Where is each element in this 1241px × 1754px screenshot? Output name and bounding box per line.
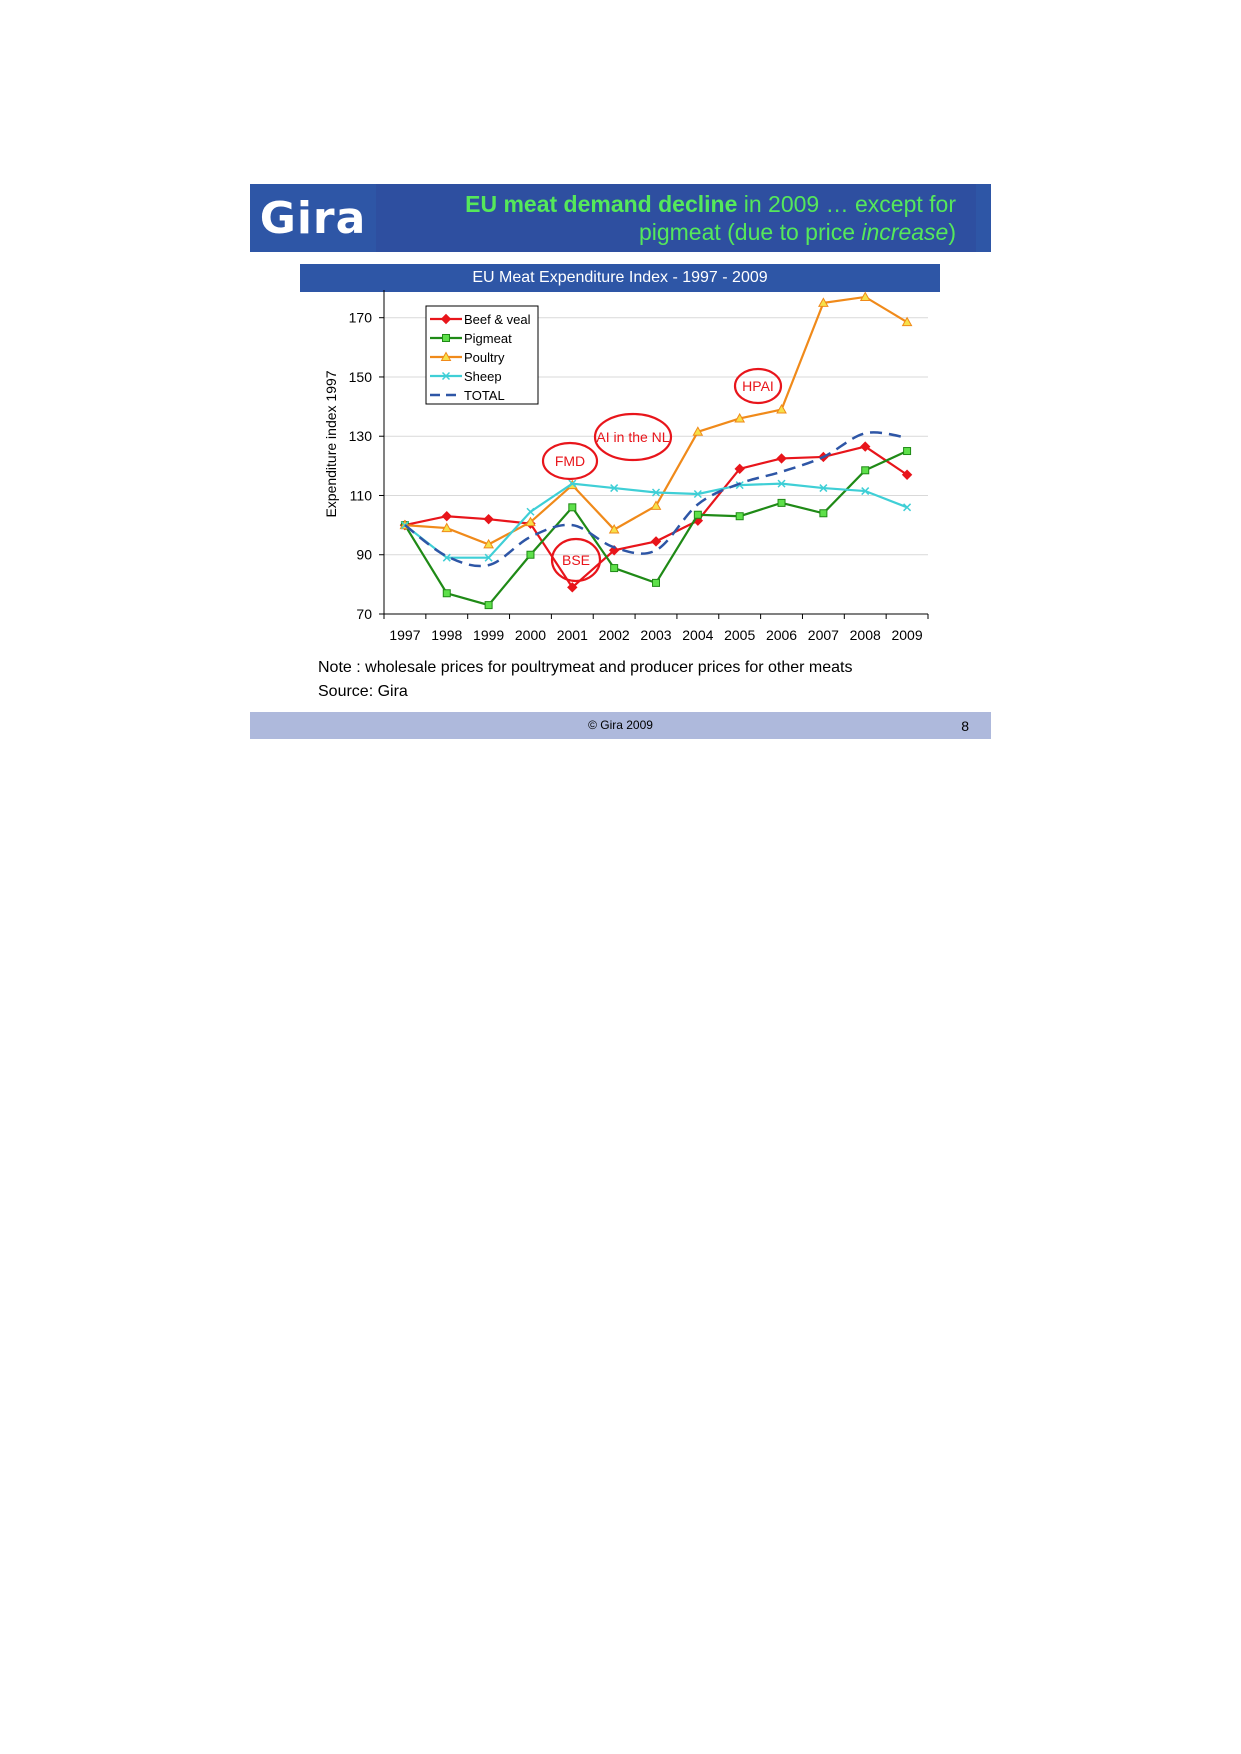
x-tick-label: 2000 (515, 627, 546, 643)
title-line2-post: ) (948, 219, 956, 245)
legend-label-total: TOTAL (464, 388, 505, 403)
y-tick-label: 110 (350, 487, 373, 503)
data-point-beef-veal (734, 463, 745, 475)
x-tick-label: 1998 (431, 627, 462, 643)
data-point-poultry (441, 522, 453, 533)
footer-copyright: © Gira 2009 (588, 718, 653, 732)
annotation-label-fmd: FMD (555, 453, 585, 469)
slide-title: EU meat demand decline in 2009 … except … (376, 184, 976, 252)
y-tick-label: 150 (349, 369, 373, 385)
chart-source: Source: Gira (318, 683, 408, 700)
data-point-sheep (735, 481, 744, 490)
chart-title: EU Meat Expenditure Index - 1997 - 2009 (300, 264, 940, 292)
x-tick-label: 2005 (724, 627, 755, 643)
x-tick-label: 2007 (808, 627, 839, 643)
data-point-pigmeat (861, 466, 870, 475)
data-point-pigmeat (693, 510, 702, 519)
legend-marker-poultry (440, 351, 452, 361)
annotation-ellipse-ai-in-the-nl (593, 412, 673, 462)
series-line-total (404, 431, 908, 568)
slide-footer: © Gira 2009 8 (250, 712, 991, 739)
y-tick-label: 130 (349, 428, 373, 444)
data-point-sheep (819, 484, 828, 493)
legend-marker-pigmeat (442, 334, 450, 342)
annotation-label-hpai: HPAI (742, 378, 774, 394)
data-point-sheep (861, 487, 870, 496)
annotation-label-bse: BSE (562, 552, 590, 568)
chart-note: Note : wholesale prices for poultrymeat … (318, 659, 853, 676)
data-point-poultry (608, 524, 620, 534)
data-point-pigmeat (777, 498, 786, 507)
data-point-sheep (568, 479, 577, 488)
x-tick-label: 2004 (682, 627, 713, 643)
data-point-pigmeat (484, 601, 493, 610)
data-point-beef-veal (901, 469, 913, 480)
data-point-poultry (692, 426, 704, 436)
x-tick-label: 2002 (599, 627, 630, 643)
annotation-ellipse-bse (550, 537, 602, 583)
line-chart: 70 90 110 130 150 170 1997 1998 1999 2000 2001 2002… (323, 290, 929, 643)
slide-header: Gira EU meat demand decline in 2009 … ex… (250, 184, 991, 252)
data-point-pigmeat (903, 447, 912, 456)
title-line2-italic: increase (861, 219, 949, 245)
data-point-poultry (650, 500, 662, 510)
data-point-poultry (525, 516, 536, 527)
x-tick-label: 2001 (557, 627, 588, 643)
y-tick-label: 70 (356, 606, 372, 622)
data-point-pigmeat (442, 589, 451, 598)
data-point-sheep (777, 479, 786, 488)
page-number: 8 (961, 718, 969, 734)
y-tick-label: 90 (356, 547, 372, 563)
data-point-beef-veal (776, 453, 787, 464)
x-tick-label: 1999 (473, 627, 504, 643)
data-point-sheep (903, 503, 912, 512)
gira-logo: Gira (250, 184, 376, 252)
data-point-poultry (859, 291, 871, 301)
data-point-pigmeat (735, 512, 744, 521)
title-line2-pre: pigmeat (due to price (638, 219, 862, 245)
data-point-sheep (526, 507, 535, 516)
x-tick-label: 2003 (640, 627, 671, 643)
annotation-ellipse-hpai (733, 367, 783, 405)
x-tick-label: 2009 (891, 627, 922, 643)
x-tick-label: 2006 (766, 627, 797, 643)
legend-marker-beef-veal (440, 313, 452, 325)
data-point-sheep (484, 553, 493, 562)
title-bold: EU meat demand decline (465, 191, 738, 217)
legend-label-poultry: Poultry (464, 350, 505, 365)
x-tick-label: 1997 (389, 627, 420, 643)
data-point-beef-veal (483, 513, 494, 525)
data-point-beef-veal (441, 511, 452, 522)
data-point-pigmeat (819, 509, 828, 518)
data-point-beef-veal (650, 536, 662, 547)
data-point-beef-veal (567, 582, 578, 593)
data-point-pigmeat (652, 578, 660, 587)
data-point-pigmeat (568, 503, 577, 512)
data-point-poultry (776, 404, 787, 414)
y-tick-label: 170 (349, 310, 373, 326)
logo-text: Gira (259, 192, 367, 244)
data-point-poultry (734, 412, 746, 423)
title-rest: in 2009 … except for (737, 191, 956, 217)
data-point-sheep (610, 484, 619, 493)
annotation-label-ai-in-the-nl: AI in the NL (596, 429, 669, 445)
data-point-sheep (693, 489, 702, 499)
legend-marker-sheep (441, 371, 451, 381)
data-point-poultry (901, 316, 913, 327)
data-point-beef-veal (860, 441, 871, 452)
data-point-pigmeat (610, 564, 619, 573)
legend-label-beef-veal: Beef & veal (464, 312, 531, 327)
legend-label-sheep: Sheep (464, 369, 502, 384)
annotation-ellipse-fmd (541, 441, 599, 481)
y-axis-label: Expenditure index 1997 (323, 370, 339, 517)
x-tick-label: 2008 (850, 627, 881, 643)
data-point-pigmeat (526, 550, 535, 559)
data-point-beef-veal (608, 545, 620, 556)
data-point-sheep (651, 488, 661, 497)
data-point-poultry (818, 297, 829, 307)
legend-label-pigmeat: Pigmeat (464, 331, 512, 346)
data-point-poultry (483, 538, 494, 549)
